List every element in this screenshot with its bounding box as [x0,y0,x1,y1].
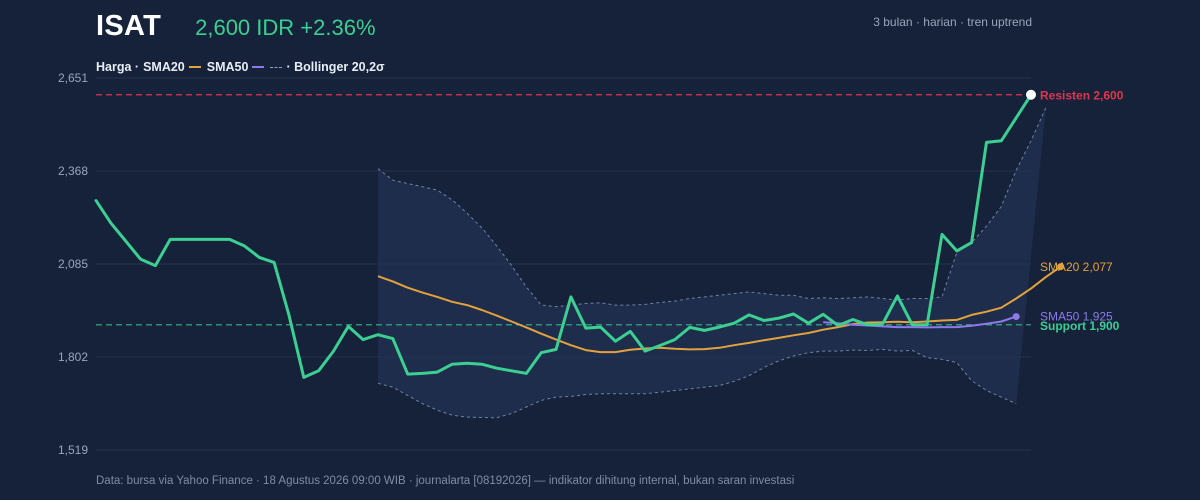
sma50-end-label: SMA50 1,925 [1040,310,1113,324]
source-footer: Data: bursa via Yahoo Finance · 18 Agust… [96,475,795,487]
sma20-line [377,265,1062,354]
legend-price: Harga · [96,60,140,74]
ticker-symbol: ISAT [96,10,162,42]
sma20-end-marker [1057,263,1065,271]
price-change: 2,600 IDR +2.36% [195,15,376,40]
y-tick-label: 2,085 [58,257,88,271]
bollinger-lower-line [377,348,1017,419]
sma50-end-marker [1012,313,1020,321]
legend-sma50: SMA50 [206,60,249,74]
y-tick-label: 1,519 [58,443,88,457]
chart-legend: Harga · SMA20 SMA50 · Bollinger 20,2σ [96,60,385,74]
chart-header: ISAT 2,600 IDR +2.36% [96,10,376,43]
support-label: Support 1,900 [1040,319,1120,333]
legend-sma50-swatch [252,66,265,68]
legend-sma20: SMA20 [143,60,185,74]
sma20-end-label: SMA20 2,077 [1040,260,1113,274]
timeframe-info: 3 bulan · harian · tren uptrend [873,15,1032,29]
y-tick-label: 2,651 [58,71,88,85]
sma50-line [823,315,1017,329]
legend-bollinger: · Bollinger 20,2σ [286,60,385,74]
legend-sma20-swatch [188,66,201,68]
resistance-label: Resisten 2,600 [1040,88,1124,102]
price-end-marker [1026,89,1036,100]
y-tick-label: 2,368 [58,164,88,178]
bollinger-upper-line [377,107,1047,308]
legend-bollinger-swatch [270,66,283,68]
bollinger-band-area [378,107,1046,418]
price-line [94,93,1033,379]
y-tick-label: 1,802 [58,350,88,364]
